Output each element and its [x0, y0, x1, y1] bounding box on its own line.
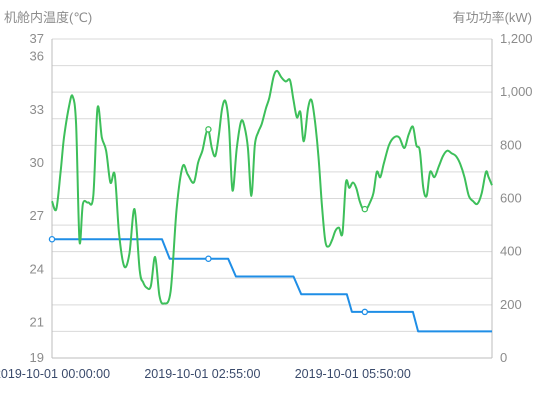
grid: [51, 38, 493, 359]
right-tick-label: 800: [500, 137, 522, 152]
left-tick-label: 19: [30, 350, 44, 365]
x-tick-label: 2019-10-01 00:00:00: [0, 367, 110, 381]
x-tick-label: 2019-10-01 02:55:00: [144, 367, 260, 381]
left-tick-label: 33: [30, 102, 44, 117]
left-tick-label: 37: [30, 31, 44, 46]
right-tick-label: 1,200: [500, 31, 533, 46]
temperature-point: [48, 236, 56, 243]
power-line: [51, 69, 493, 305]
left-axis-title: 机舱内温度(℃): [4, 10, 92, 25]
power-point: [361, 205, 369, 213]
x-axis: 2019-10-01 00:00:00 2019-10-01 02:55:00 20…: [0, 367, 411, 381]
x-tick-label: 2019-10-01 05:50:00: [295, 367, 411, 381]
right-tick-label: 200: [500, 297, 522, 312]
left-tick-label: 27: [30, 208, 44, 223]
right-tick-label: 600: [500, 191, 522, 206]
temperature-point: [205, 255, 212, 263]
left-tick-label: 30: [30, 155, 44, 170]
temperature-line: [52, 238, 492, 333]
left-tick-label: 21: [30, 315, 44, 330]
power-point: [205, 126, 212, 133]
right-axis-title: 有功功率(kW): [453, 10, 532, 25]
right-tick-label: 1,000: [500, 84, 533, 99]
left-tick-label: 36: [30, 49, 44, 64]
temperature-point: [361, 308, 369, 316]
right-tick-label: 0: [500, 350, 507, 365]
left-axis: 19 21 24 27 30 33 36 37: [30, 31, 44, 365]
right-tick-label: 400: [500, 244, 522, 259]
left-tick-label: 24: [30, 261, 44, 276]
right-axis: 0 200 400 600 800 1,000 1,200: [500, 31, 533, 365]
series-group: [48, 69, 493, 333]
